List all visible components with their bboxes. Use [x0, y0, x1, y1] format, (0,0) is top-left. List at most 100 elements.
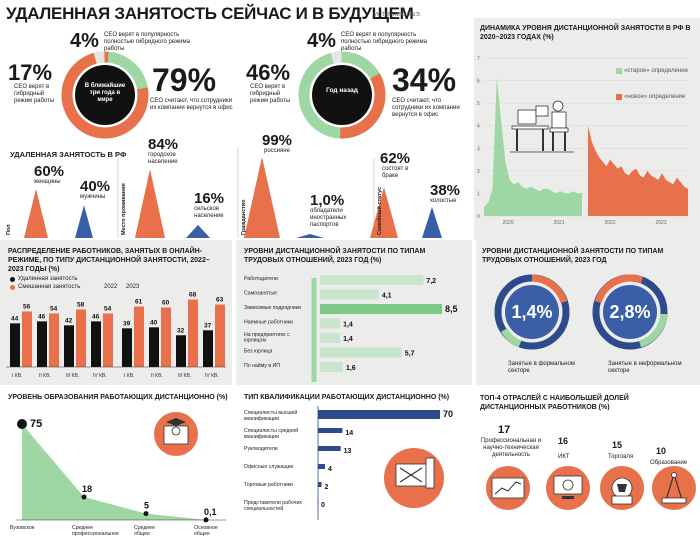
distribution-chart: 44 56 I КВ. 46 54 II КВ. 42 58 III КВ. 46 54 IV КВ.… [6, 292, 226, 379]
category-label-4: I КВ. [124, 373, 134, 379]
bar-mixed-label-3: 54 [104, 305, 112, 312]
russia-title: УДАЛЕННАЯ ЗАНЯТОСТЬ В РФ [10, 150, 127, 159]
education-value-1: 18 [82, 484, 92, 494]
donut-past-right-text: CEO считают, что сотрудники их компании … [392, 98, 460, 118]
sector-title: УРОВНИ ДИСТАНЦИОННОЙ ЗАНЯТОСТИ ПО ТИПАМ … [482, 248, 664, 264]
dynamics-title: ДИНАМИКА УРОВНЯ ДИСТАНЦИОННОЙ ЗАНЯТОСТИ … [480, 25, 691, 41]
bar-remote-7 [203, 330, 213, 367]
qual-label-1-b: квалификации [244, 434, 279, 440]
qual-bar-1 [318, 428, 343, 433]
russia-text-female: женщины [34, 179, 61, 185]
education-value-2: 5 [144, 501, 149, 511]
russia-value-citizens: 99% [262, 132, 293, 149]
industry-label-2: Торговля [608, 454, 634, 460]
russia-triangle-3-1 [422, 206, 442, 238]
qual-label-4: Торговые работники [244, 482, 293, 488]
qual-bar-4 [318, 482, 322, 487]
source-note: ИСТОЧНИК: ВШЭ. [374, 12, 422, 18]
donut-past: Год назад [297, 50, 387, 140]
bar-mixed-0 [22, 311, 32, 367]
labor-chart: Работодатели 7,2 Самозанятые 4,1 Зависимые п… [244, 275, 458, 382]
donut-future-top-text: CEO верят в популярность полностью гибри… [104, 32, 190, 52]
bar-mixed-2 [76, 309, 86, 367]
sector-label-informal: Занятые в неформальном секторе [608, 361, 682, 374]
labor-bar-5 [320, 347, 402, 358]
sector-value-informal: 2,8% [609, 302, 651, 322]
computer-icon [553, 475, 583, 499]
industry-value-0: 17 [498, 424, 511, 436]
y-tick-label: 4 [477, 124, 480, 130]
donut-past-top-pct: 4% [307, 30, 336, 52]
russia-value-married: 62% [380, 150, 411, 167]
russia-group-label-0: Пол [6, 224, 12, 235]
legend-remote-label: Удаленная занятость [18, 276, 78, 282]
donut-future-left-pct: 17% [8, 60, 53, 85]
labor-bar-4 [320, 333, 341, 343]
qual-value-0: 70 [443, 409, 453, 419]
russia-group-label-2: Гражданство [241, 199, 247, 235]
sector-panel: УРОВНИ ДИСТАНЦИОННОЙ ЗАНЯТОСТИ ПО ТИПАМ … [476, 240, 700, 385]
russia-text-rural: сельское население [194, 206, 224, 219]
legend-new-label: «новое» определение [624, 94, 686, 100]
education-label-0: Вузовское [10, 525, 35, 531]
bar-mixed-label-0: 56 [23, 303, 31, 310]
donut-past-center: Год назад [326, 87, 358, 94]
dynamics-chart: 7 6 5 4 3 2 1 0 2020 2021 2022 2023 [477, 56, 688, 226]
russia-value-female: 60% [34, 163, 65, 180]
shopping-icon [611, 477, 633, 505]
donut-future-center: В ближайшие три года в мире [84, 83, 126, 103]
bar-mixed-label-6: 68 [189, 292, 197, 299]
qual-bar-2 [318, 446, 341, 451]
russia-text-urban: городское население [148, 152, 178, 165]
y-tick-label: 5 [477, 101, 480, 107]
education-label-3: общее [194, 531, 210, 537]
labor-category-label-4: юрлицом [244, 338, 266, 344]
education-value-0: 75 [30, 418, 42, 430]
russia-triangle-1-0 [135, 169, 165, 238]
education-title: УРОВЕНЬ ОБРАЗОВАНИЯ РАБОТАЮЩИХ ДИСТАНЦИО… [8, 394, 228, 401]
sector-circle-informal [592, 274, 668, 350]
qual-value-1: 14 [345, 430, 353, 437]
labor-value-5: 5,7 [405, 351, 415, 358]
qualification-title: ТИП КВАЛИФИКАЦИИ РАБОТАЮЩИХ ДИСТАНЦИОННО… [244, 394, 450, 401]
qual-label-1: Специалисты средней [244, 427, 298, 434]
y-tick-label: 3 [477, 146, 480, 152]
russia-text-single: холостые [430, 198, 457, 204]
industries-chart: 17 Профессиональная и научно-техническая… [476, 420, 700, 538]
russia-text-married: состоят в браке [382, 166, 409, 179]
category-label-6: III КВ. [178, 373, 191, 379]
donut-future-right-pct: 79% [152, 62, 217, 98]
labor-value-3: 1,4 [343, 322, 353, 329]
labor-category-label-2: Зависимые подрядчики [244, 305, 301, 311]
legend-remote-dot [10, 277, 15, 282]
legend-mixed-dot [10, 285, 15, 290]
russia-group-label-1: Место проживания [121, 183, 127, 235]
series-new-area [588, 125, 688, 216]
qual-bar-0 [318, 410, 440, 419]
industries-title: ТОП-4 ОТРАСЛЕЙ С НАИБОЛЬШЕЙ ДОЛЕЙ ДИСТАН… [480, 395, 629, 411]
russia-value-rural: 16% [194, 190, 225, 207]
labor-title: УРОВНИ ДИСТАНЦИОННОЙ ЗАНЯТОСТИ ПО ТИПАМ … [244, 248, 426, 264]
bar-remote-label-4: 39 [123, 320, 131, 327]
labor-bar-0 [320, 275, 424, 285]
y-tick-label: 1 [477, 191, 480, 197]
russia-triangle-2-0 [244, 156, 280, 238]
legend-old-swatch [616, 68, 622, 74]
russia-value-foreign: 1,0% [310, 192, 345, 209]
labor-panel: УРОВНИ ДИСТАНЦИОННОЙ ЗАНЯТОСТИ ПО ТИПАМ … [236, 240, 472, 385]
labor-bar-3 [320, 318, 341, 329]
education-point-2 [143, 511, 149, 517]
desk-worker-illustration [510, 100, 574, 153]
education-label-3: Основное [194, 525, 218, 531]
labor-value-4: 1,4 [343, 336, 353, 343]
y-tick-label: 6 [477, 79, 480, 85]
bar-mixed-7 [215, 304, 225, 367]
qual-bar-3 [318, 464, 325, 469]
qual-label-5-b: специальностей [244, 505, 283, 512]
category-label-0: I КВ. [12, 373, 22, 379]
industry-label-0: Профессиональная и научно-техническая де… [480, 438, 542, 458]
industry-circles [486, 466, 696, 510]
legend-new-swatch [616, 94, 622, 100]
legend-old-label: «старое» определение [624, 68, 688, 74]
y-tick-label: 2 [477, 169, 480, 175]
